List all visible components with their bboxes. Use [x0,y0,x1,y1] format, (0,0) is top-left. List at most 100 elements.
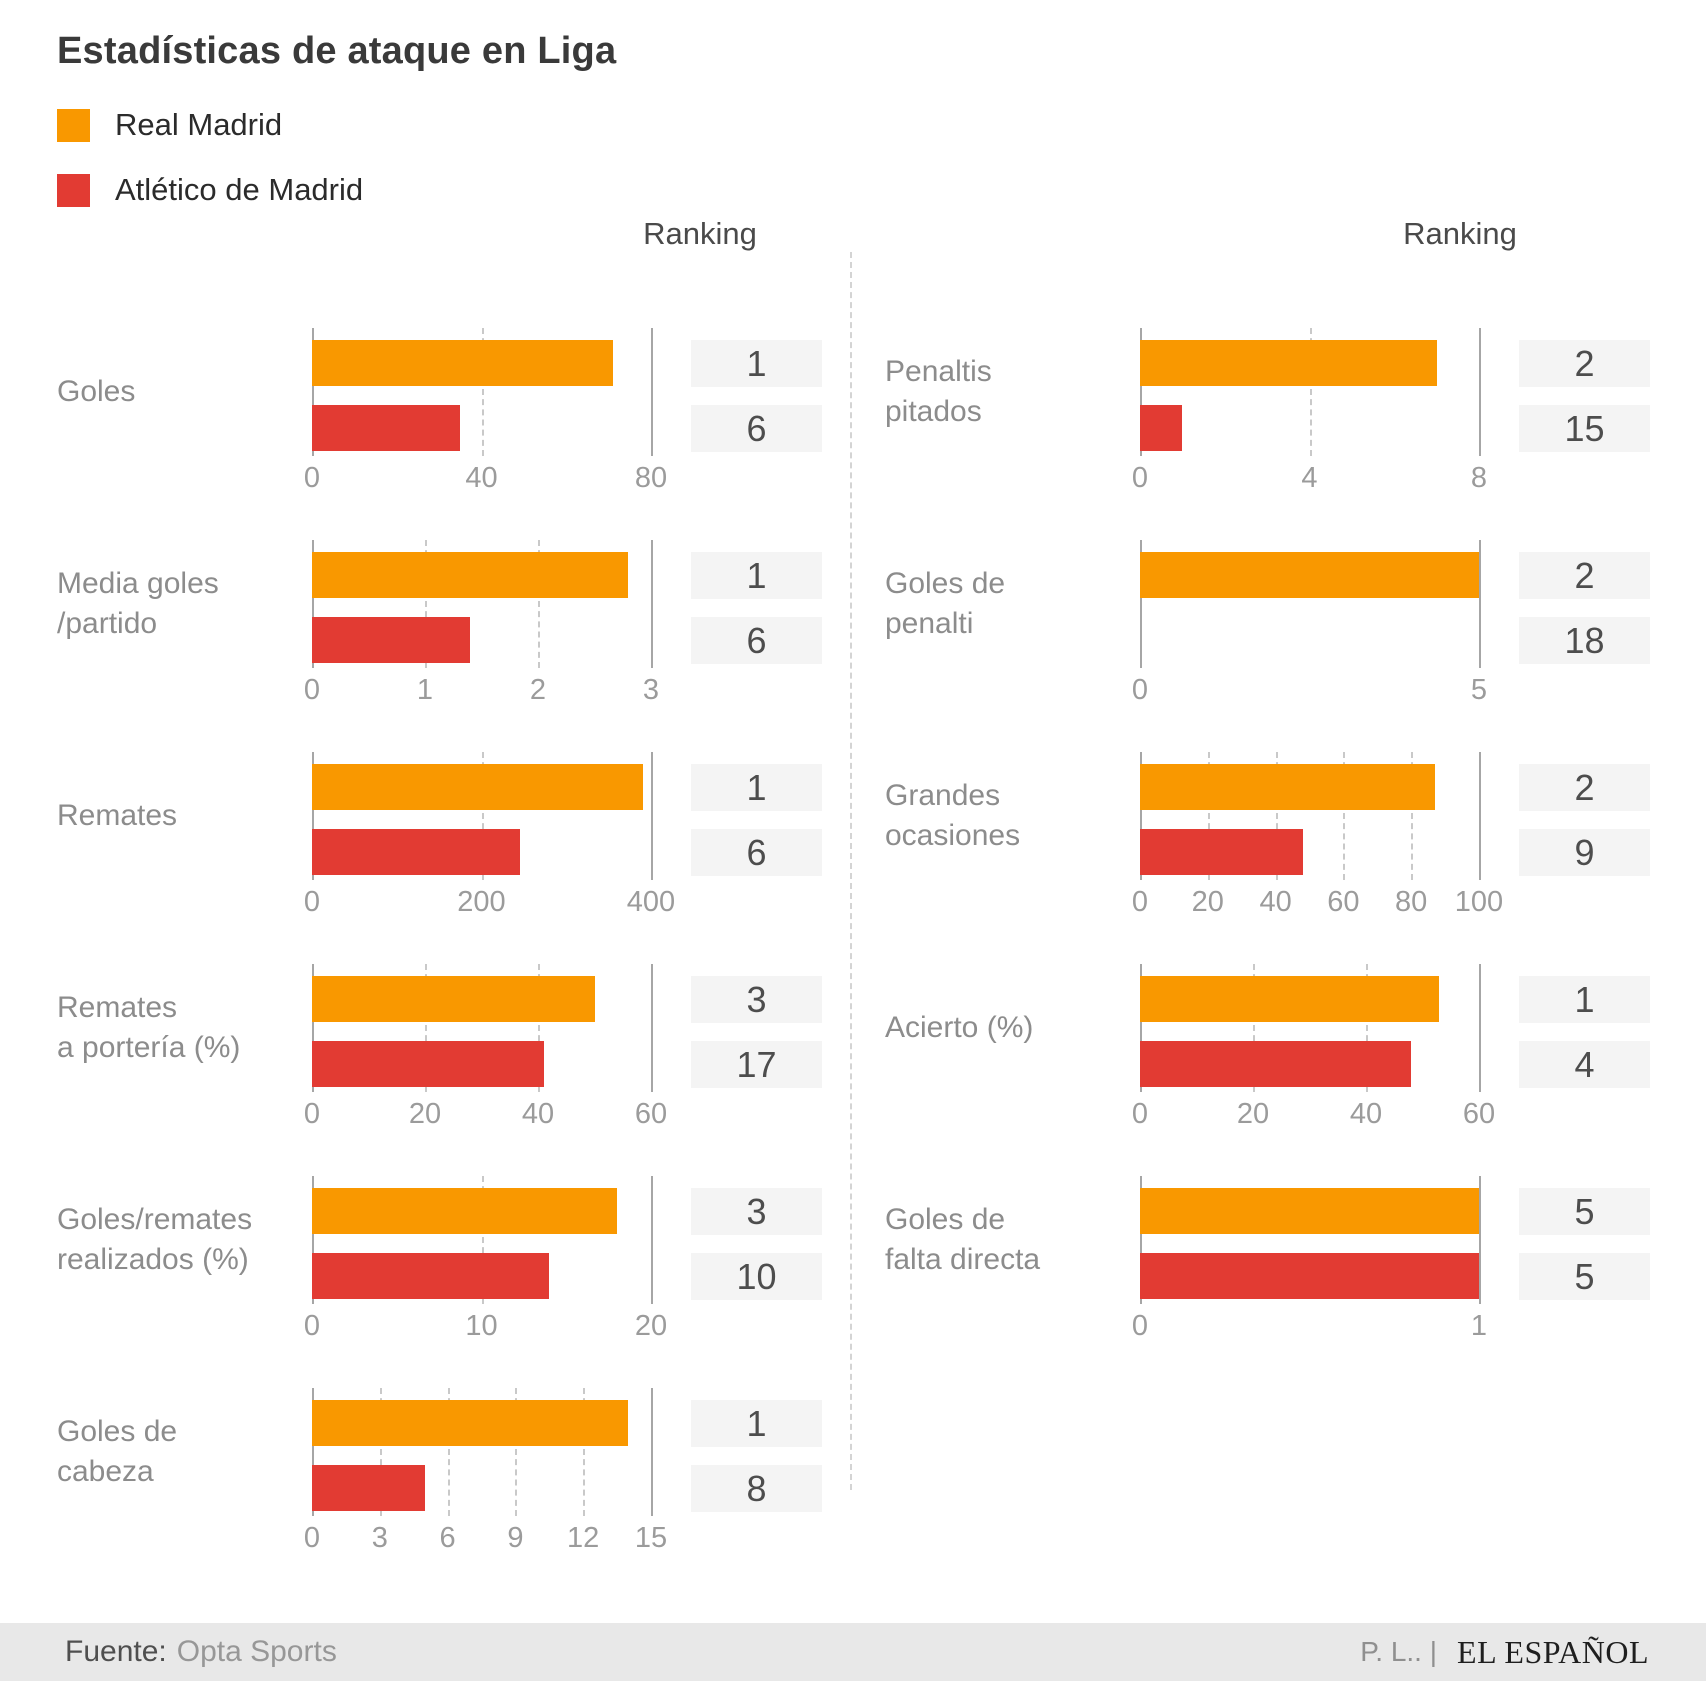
bar-atl-tico-de-madrid [1140,829,1303,875]
axis-tick-label: 10 [465,1310,498,1342]
gridline [312,1176,314,1304]
gridline [447,1388,450,1516]
column-divider [850,252,852,1490]
gridline [1253,964,1255,1092]
bar-real-madrid [1140,764,1435,810]
rank-atl-tico-de-madrid: 6 [691,405,822,452]
ranking-boxes: 3 10 [691,1138,822,1350]
rank-real-madrid: 3 [691,976,822,1023]
gridline [425,540,427,668]
rank-real-madrid: 1 [691,340,822,387]
axis-tick-label: 0 [303,886,321,918]
gridline [379,1388,382,1516]
gridline [651,328,653,456]
axis-tick-label: 1 [1470,1310,1488,1342]
gridline [312,328,314,456]
rank-real-madrid: 1 [1519,976,1650,1023]
chart-goles: Goles 0 40 80 1 6 [57,290,822,502]
rank-real-madrid: 2 [1519,552,1650,599]
legend: Real Madrid Atlético de Madrid [57,107,363,238]
rank-atl-tico-de-madrid: 18 [1519,617,1650,664]
gridline [1479,752,1481,880]
rank-atl-tico-de-madrid: 5 [1519,1253,1650,1300]
gridline [538,964,540,1092]
axis-tick-label: 0 [303,462,321,494]
chart-plot: 0 1 2 3 [304,502,659,714]
ranking-boxes: 2 15 [1519,290,1650,502]
axis-tick-label: 0 [1131,1310,1149,1342]
gridline [651,1176,653,1304]
chart-goles-de-penalti: Goles de penalti 0 5 2 18 [885,502,1650,714]
gridline [515,1388,518,1516]
axis-tick-label: 9 [507,1522,524,1554]
axis-tick-label: 200 [457,886,506,918]
rank-real-madrid: 1 [691,1400,822,1447]
gridline [1479,540,1481,668]
axis-tick-label: 0 [1131,674,1149,706]
axis-tick-label: 0 [1131,462,1149,494]
axis-tick-label: 40 [465,462,498,494]
bar-real-madrid [312,1188,618,1234]
bar-real-madrid [1140,1188,1479,1234]
source-label: Fuente: [65,1635,167,1668]
chart-goles-de-falta-directa: Goles de falta directa 0 1 5 5 [885,1138,1650,1350]
chart-label: Remates a portería (%) [57,991,241,1064]
gridline [1366,964,1368,1092]
gridline [1479,328,1481,456]
axis-tick-label: 0 [303,674,321,706]
gridline [1140,328,1142,456]
chart-label: Goles [57,375,136,409]
gridline [1343,752,1346,880]
axis-tick-label: 3 [642,674,660,706]
chart-plot: 0 20 40 60 80 100 [1132,714,1503,926]
legend-item-real-madrid: Real Madrid [57,107,363,142]
bar-atl-tico-de-madrid [1140,405,1183,451]
gridline [1479,1176,1481,1304]
gridline [1140,964,1142,1092]
rank-atl-tico-de-madrid: 4 [1519,1041,1650,1088]
bar-real-madrid [1140,552,1479,598]
axis-tick-label: 3 [371,1522,388,1554]
rank-atl-tico-de-madrid: 10 [691,1253,822,1300]
chart-goles-remates-realizados: Goles/remates realizados (%) 0 10 20 3 10 [57,1138,822,1350]
gridline [538,540,540,668]
gridline [312,540,314,668]
axis-tick-label: 0 [303,1522,321,1554]
ranking-header-left: Ranking [643,216,757,251]
chart-media-goles-partido: Media goles /partido 0 1 2 3 1 6 [57,502,822,714]
axis-tick-label: 0 [303,1098,321,1130]
bar-real-madrid [312,1400,629,1446]
brand-logo: EL ESPAÑOL [1457,1633,1649,1670]
chart-label: Grandes ocasiones [885,779,1021,852]
chart-plot: 0 10 20 [304,1138,667,1350]
footer: Fuente: Opta Sports P. L.. | EL ESPAÑOL [0,1623,1706,1681]
rank-real-madrid: 3 [691,1188,822,1235]
axis-tick-label: 400 [626,886,676,918]
bar-atl-tico-de-madrid [312,1465,425,1511]
page-title: Estadísticas de ataque en Liga [57,30,617,72]
axis-tick-label: 2 [529,674,547,706]
axis-tick-label: 40 [521,1098,555,1130]
gridline [651,964,653,1092]
axis-tick-label: 4 [1301,462,1318,494]
chart-label: Goles/remates realizados (%) [57,1203,253,1276]
axis-tick-label: 20 [634,1310,668,1342]
rank-real-madrid: 2 [1519,340,1650,387]
bar-real-madrid [312,552,629,598]
gridline [1411,752,1414,880]
charts-column-left: Goles 0 40 80 1 6 Media goles /partido 0 1 2 3 1 6 Re… [57,290,822,1562]
gridline [651,1388,653,1516]
chart-label: Goles de cabeza [57,1415,178,1488]
chart-remates: Remates 0 200 400 1 6 [57,714,822,926]
chart-label: Acierto (%) [885,1011,1034,1045]
axis-tick-label: 15 [634,1522,668,1554]
